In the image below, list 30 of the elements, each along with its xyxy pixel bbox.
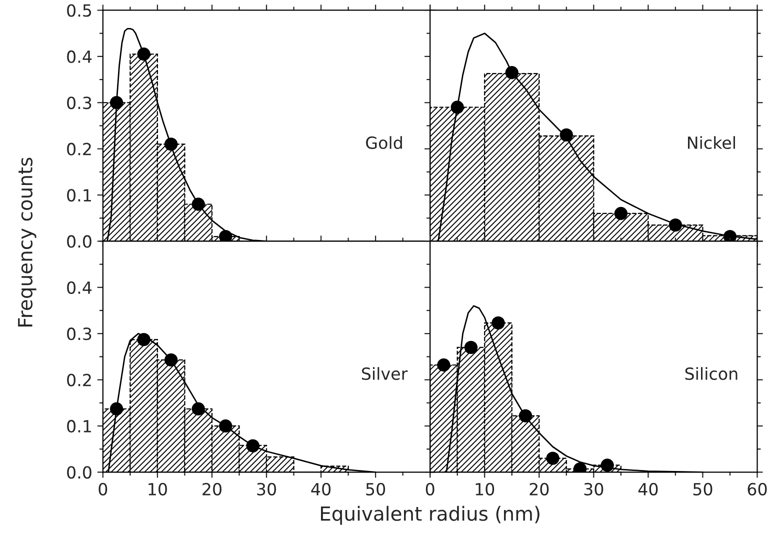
y-tick-label: 0.0	[67, 235, 92, 248]
y-tick-label: 0.3	[67, 96, 92, 110]
y-tick-label: 0.5	[67, 4, 92, 17]
annotation: Silver	[362, 367, 408, 380]
x-tick-label: 0	[426, 482, 434, 496]
y-tick-label: 0.2	[67, 374, 91, 386]
x-tick-label: 10	[476, 482, 494, 496]
x-tick-label: 30	[257, 482, 276, 496]
y-tick-label: 0.0	[67, 466, 92, 479]
x-tick-label: 60	[748, 482, 767, 496]
x-tick-label: 50	[693, 482, 712, 496]
y-axis-title: Frequency counts	[18, 158, 36, 326]
x-tick-label: 40	[311, 482, 331, 496]
x-tick-label: 10	[148, 482, 167, 496]
x-tick-label: 30	[584, 482, 604, 496]
x-tick-label: 20	[530, 482, 549, 496]
annotation: Silicon	[685, 367, 738, 380]
y-tick-label: 0.2	[67, 142, 91, 156]
y-tick-label: 0.4	[67, 281, 92, 294]
y-tick-label: 0.4	[67, 50, 92, 63]
x-tick-label: 50	[366, 482, 386, 496]
x-tick-label: 0	[98, 482, 108, 496]
x-tick-label: 40	[638, 482, 658, 496]
annotation: Nickel	[688, 136, 735, 150]
y-tick-label: 0.1	[67, 420, 91, 433]
y-tick-label: 0.3	[67, 328, 92, 340]
x-tick-label: 20	[202, 482, 222, 496]
x-axis-title: Equivalent radius (nm)	[320, 506, 540, 525]
annotation: Gold	[366, 136, 402, 150]
y-tick-label: 0.1	[67, 188, 91, 202]
